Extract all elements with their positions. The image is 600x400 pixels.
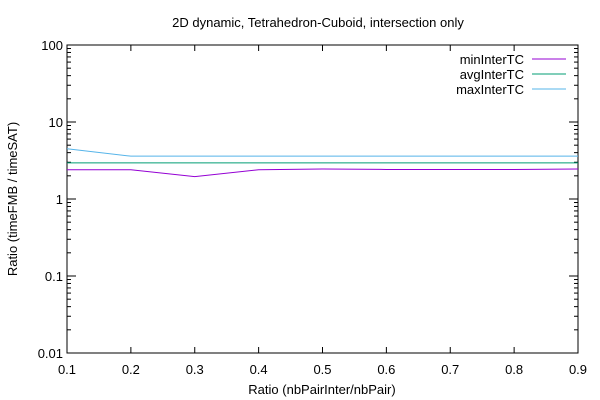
series-lines [66,148,579,178]
legend-label: maxInterTC [456,82,524,97]
x-tick-label: 0.1 [58,362,76,377]
y-tick-label: 10 [49,115,63,130]
y-tick-label: 1 [56,192,63,207]
series-line-maxInterTC [66,148,578,157]
y-tick-label: 100 [41,38,63,53]
x-tick-label: 0.4 [250,362,268,377]
x-tick-label: 0.9 [569,362,587,377]
series-line-minInterTC [67,168,579,178]
x-tick-label: 0.2 [122,362,140,377]
x-tick-label: 0.3 [186,362,204,377]
y-axis-label: Ratio (timeFMB / timeSAT) [5,122,20,276]
x-axis: 0.1 0.2 0.3 0.4 0.5 0.6 0.7 0.8 0.9 [58,45,587,377]
legend-label: avgInterTC [460,67,524,82]
chart-title: 2D dynamic, Tetrahedron-Cuboid, intersec… [172,15,464,30]
x-tick-label: 0.6 [377,362,395,377]
x-tick-label: 0.5 [313,362,331,377]
legend-label: minInterTC [460,52,524,67]
x-tick-label: 0.8 [505,362,523,377]
x-axis-label: Ratio (nbPairInter/nbPair) [248,382,395,397]
x-tick-label: 0.7 [441,362,459,377]
y-axis: 0.01 0.1 1 10 100 [38,38,578,361]
y-tick-label: 0.01 [38,346,63,361]
y-tick-label: 0.1 [45,269,63,284]
